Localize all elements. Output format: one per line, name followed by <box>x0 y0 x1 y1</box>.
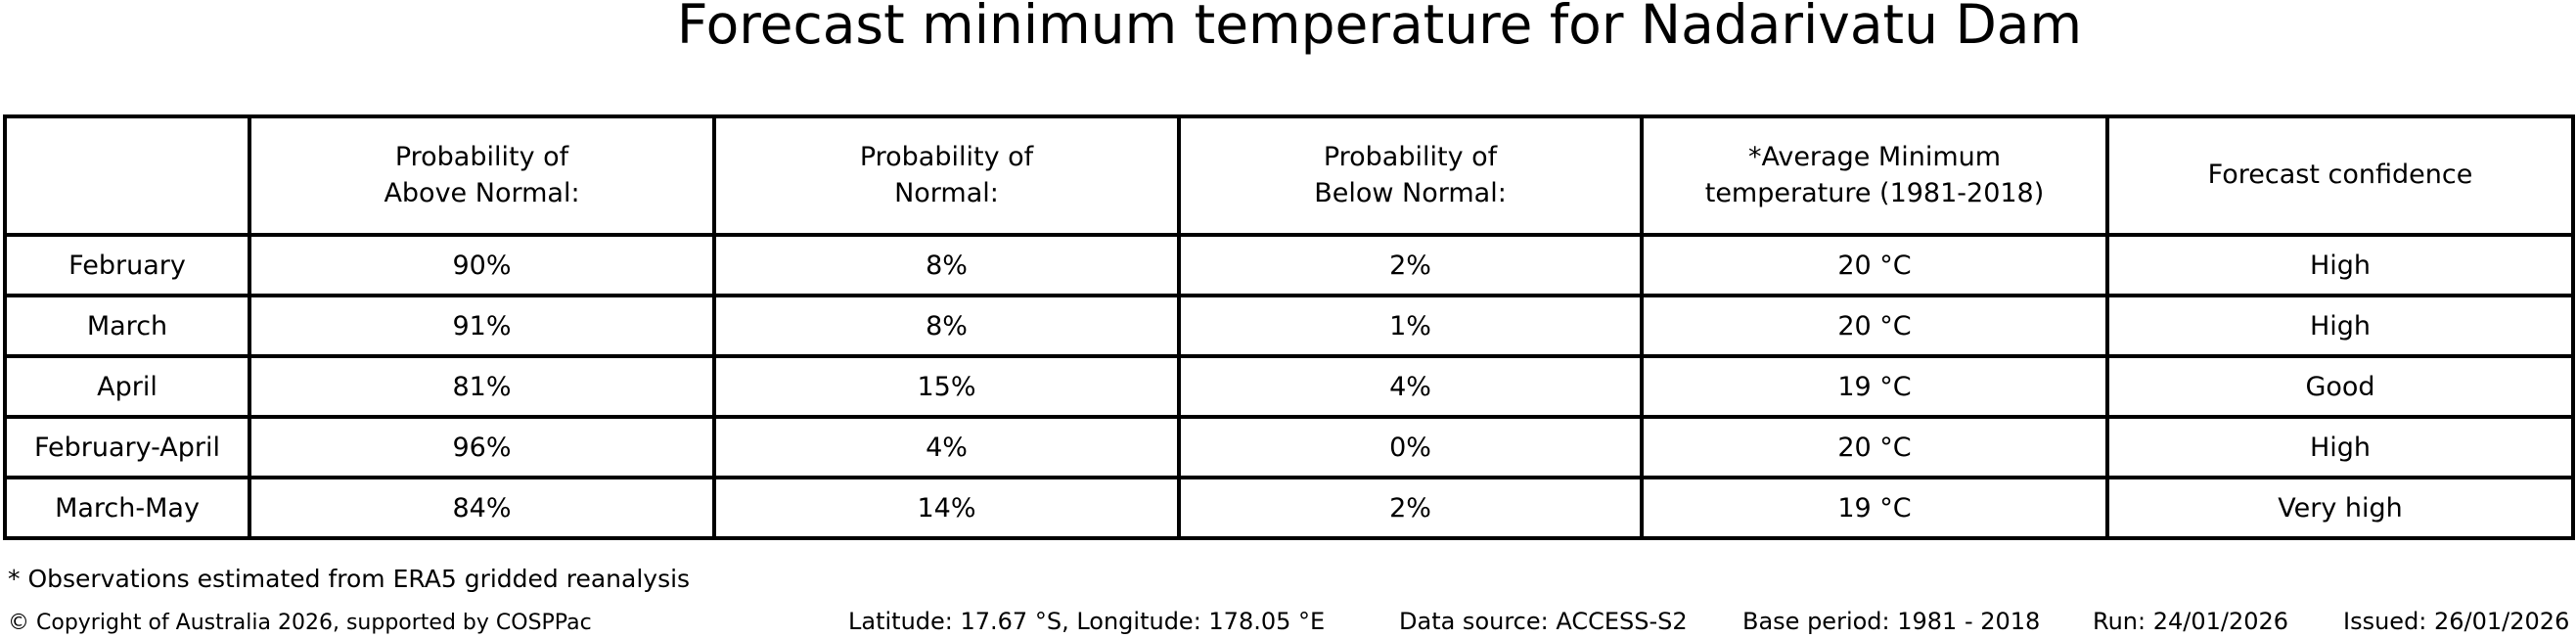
cell-avg-min-temperature: 20 °C <box>1640 233 2109 297</box>
cell-below-normal: 1% <box>1177 294 1644 358</box>
cell-avg-min-temperature: 19 °C <box>1640 476 2109 540</box>
table-row: March 91% 8% 1% 20 °C High <box>3 294 2575 358</box>
row-label-period: April <box>3 354 251 419</box>
location-coordinates: Latitude: 17.67 °S, Longitude: 178.05 °E <box>848 608 1326 635</box>
cell-normal: 15% <box>712 354 1181 419</box>
row-label-period: March-May <box>3 476 251 540</box>
cell-avg-min-temperature: 20 °C <box>1640 294 2109 358</box>
header-forecast-confidence: Forecast confidence <box>2105 114 2575 237</box>
table-corner-cell <box>3 114 251 237</box>
cell-above-normal: 81% <box>248 354 716 419</box>
table-row: February-April 96% 4% 0% 20 °C High <box>3 415 2575 479</box>
cell-below-normal: 2% <box>1177 476 1644 540</box>
issued-date: Issued: 26/01/2026 <box>2343 608 2570 635</box>
cell-normal: 14% <box>712 476 1181 540</box>
cell-forecast-confidence: Very high <box>2105 476 2575 540</box>
header-above-normal: Probability of Above Normal: <box>248 114 716 237</box>
cell-avg-min-temperature: 19 °C <box>1640 354 2109 419</box>
row-label-period: March <box>3 294 251 358</box>
cell-forecast-confidence: Good <box>2105 354 2575 419</box>
base-period: Base period: 1981 - 2018 <box>1742 608 2041 635</box>
cell-above-normal: 90% <box>248 233 716 297</box>
cell-below-normal: 2% <box>1177 233 1644 297</box>
observations-footnote: * Observations estimated from ERA5 gridd… <box>8 565 691 593</box>
run-date: Run: 24/01/2026 <box>2093 608 2289 635</box>
header-below-normal: Probability of Below Normal: <box>1177 114 1644 237</box>
cell-normal: 8% <box>712 233 1181 297</box>
table-row: April 81% 15% 4% 19 °C Good <box>3 354 2575 419</box>
cell-forecast-confidence: High <box>2105 233 2575 297</box>
cell-normal: 8% <box>712 294 1181 358</box>
table-row: February 90% 8% 2% 20 °C High <box>3 233 2575 297</box>
cell-normal: 4% <box>712 415 1181 479</box>
cell-avg-min-temperature: 20 °C <box>1640 415 2109 479</box>
table-row: March-May 84% 14% 2% 19 °C Very high <box>3 476 2575 540</box>
page-title: Forecast minimum temperature for Nadariv… <box>676 0 2083 56</box>
copyright-text: © Copyright of Australia 2026, supported… <box>8 611 592 635</box>
header-normal: Probability of Normal: <box>712 114 1181 237</box>
cell-forecast-confidence: High <box>2105 294 2575 358</box>
row-label-period: February-April <box>3 415 251 479</box>
cell-above-normal: 91% <box>248 294 716 358</box>
forecast-table: Probability of Above Normal: Probability… <box>3 114 2575 540</box>
cell-below-normal: 4% <box>1177 354 1644 419</box>
cell-above-normal: 84% <box>248 476 716 540</box>
cell-above-normal: 96% <box>248 415 716 479</box>
header-avg-min-temperature: *Average Minimum temperature (1981-2018) <box>1640 114 2109 237</box>
row-label-period: February <box>3 233 251 297</box>
cell-below-normal: 0% <box>1177 415 1644 479</box>
cell-forecast-confidence: High <box>2105 415 2575 479</box>
data-source: Data source: ACCESS-S2 <box>1399 608 1688 635</box>
table-header-row: Probability of Above Normal: Probability… <box>3 114 2575 237</box>
